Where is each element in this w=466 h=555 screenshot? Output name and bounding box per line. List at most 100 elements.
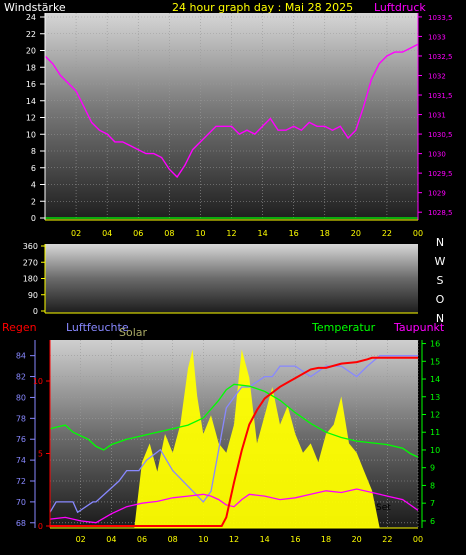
y-tick-label: 90 [28,291,38,300]
x-tick-label: 12 [229,535,239,544]
y-tick-label: 24 [26,13,36,22]
y-tick-label: 14 [430,375,440,384]
sunset-annotation: Set [376,503,391,513]
y-tick-label: 15 [430,357,440,366]
y-tick-label: 1029 [428,190,446,198]
y-tick-label: 80 [16,393,26,402]
y-tick-label: 8 [430,481,435,490]
x-tick-label: 20 [351,229,361,238]
legend-rain: Regen [2,321,37,334]
y-tick-label: 360 [23,242,38,251]
y-tick-label: 10 [430,446,440,455]
y-tick-label: 5 [38,450,43,459]
x-tick-label: 04 [106,535,116,544]
y-tick-label: 1031 [428,112,446,120]
y-tick-label: 16 [430,340,440,349]
y-tick-label: 270 [23,258,38,267]
x-tick-label: 14 [257,229,267,238]
compass-label: W [435,255,446,268]
y-tick-label: 0 [33,307,38,316]
x-tick-label: 04 [102,229,112,238]
y-tick-label: 11 [430,428,440,437]
y-tick-label: 72 [16,477,26,486]
y-tick-label: 1032 [428,72,446,80]
y-tick-label: 76 [16,435,26,444]
y-tick-label: 16 [26,80,36,89]
y-tick-label: 22 [26,30,36,39]
y-tick-label: 7 [430,499,435,508]
x-tick-label: 06 [137,535,147,544]
y-tick-label: 1029,5 [428,170,453,178]
x-tick-label: 16 [289,229,299,238]
plot-area-wind-pressure [45,13,418,220]
y-tick-label: 180 [23,275,38,284]
x-tick-label: 18 [321,535,331,544]
y-tick-label: 82 [16,373,26,382]
y-tick-label: 13 [430,393,440,402]
y-tick-label: 70 [16,498,26,507]
wind-axis-title: Windstärke [4,1,66,14]
y-tick-label: 20 [26,47,36,56]
x-tick-label: 20 [352,535,362,544]
y-tick-label: 84 [16,352,26,361]
x-tick-label: 22 [382,535,392,544]
x-tick-label: 12 [226,229,236,238]
y-tick-label: 6 [430,517,435,526]
x-tick-label: 00 [413,535,423,544]
series-line-humidity [49,355,418,514]
x-tick-label: 14 [260,535,270,544]
plot-area-direction [45,244,418,313]
y-tick-label: 1033,5 [428,14,453,22]
y-tick-label: 1030 [428,151,446,159]
x-tick-label: 10 [198,535,208,544]
series-line-dewpoint [49,488,419,524]
legend-solar: Solar [119,326,148,339]
x-tick-label: 16 [290,535,300,544]
y-tick-label: 1028,5 [428,209,453,217]
y-tick-label: 6 [31,164,36,173]
graph-title: 24 hour graph day : Mai 28 2025 [172,1,354,14]
y-tick-label: 1030,5 [428,131,453,139]
pressure-axis-title: Luftdruck [374,1,426,14]
y-tick-label: 9 [430,464,435,473]
x-tick-label: 02 [71,229,81,238]
y-tick-label: 0 [31,214,36,223]
y-tick-label: 0 [38,522,43,531]
series-line-pressure [44,43,419,179]
legend-dewpoint: Taupunkt [393,321,445,334]
y-tick-label: 10 [26,130,36,139]
series-area-solar [50,349,418,528]
legend-humidity: Luftfeuchte [66,321,129,334]
y-tick-label: 10 [33,377,43,386]
x-tick-label: 00 [413,229,423,238]
y-tick-label: 8 [31,147,36,156]
y-tick-label: 4 [31,181,36,190]
compass-label: N [436,312,444,325]
y-tick-label: 1032,5 [428,53,453,61]
legend-temperature: Temperatur [311,321,376,334]
x-tick-label: 10 [195,229,205,238]
y-tick-label: 18 [26,63,36,72]
x-tick-label: 22 [382,229,392,238]
x-tick-label: 02 [76,535,86,544]
x-tick-label: 06 [133,229,143,238]
y-tick-label: 2 [31,197,36,206]
y-tick-label: 12 [430,410,440,419]
series-line-temperature [49,383,419,458]
compass-label: O [436,293,445,306]
series-line-rain [50,356,418,527]
compass-label: N [436,236,444,249]
y-tick-label: 1031,5 [428,92,453,100]
x-tick-label: 08 [168,535,178,544]
y-tick-label: 78 [16,414,26,423]
x-tick-label: 18 [320,229,330,238]
compass-label: S [437,274,444,287]
y-tick-label: 1033 [428,33,446,41]
y-tick-label: 12 [26,114,36,123]
x-tick-label: 08 [164,229,174,238]
y-tick-label: 74 [16,456,26,465]
y-tick-label: 14 [26,97,36,106]
y-tick-label: 68 [16,519,26,528]
